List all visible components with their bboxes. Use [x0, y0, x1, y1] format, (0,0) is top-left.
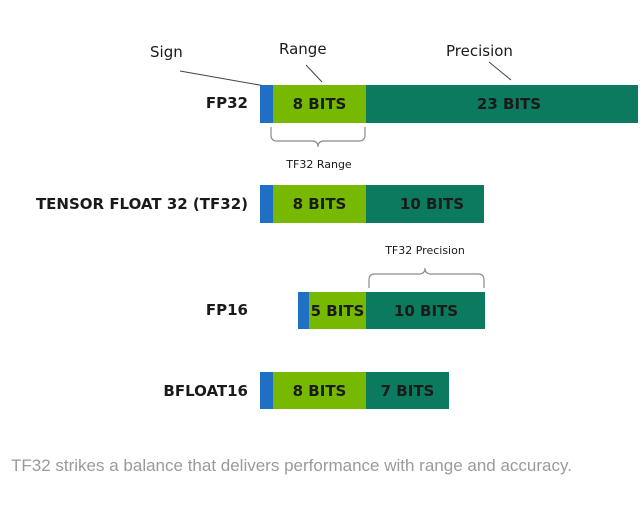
fp16-exponent-bits	[309, 292, 366, 329]
tf32-precision-label: TF32 Precision	[384, 244, 465, 257]
fp16-exponent-label: 5 BITS	[311, 302, 365, 320]
range-header: Range	[279, 40, 327, 58]
bfloat16-mantissa-label: 7 BITS	[381, 382, 435, 400]
fp16-mantissa-bits	[366, 292, 485, 329]
tf32-sign-bit	[260, 185, 273, 223]
fp32-exponent-label: 8 BITS	[293, 95, 347, 113]
bfloat16-mantissa-bits	[366, 372, 449, 409]
bfloat16-sign-bit	[260, 372, 273, 409]
precision-pointer-line	[488, 61, 512, 81]
precision-header: Precision	[446, 42, 513, 60]
tf32-range-label: TF32 Range	[285, 158, 352, 171]
format-label-bfloat16: BFLOAT16	[163, 382, 248, 400]
bfloat16-exponent-label: 8 BITS	[293, 382, 347, 400]
tf32-precision-bracket	[368, 267, 485, 288]
fp16-sign-bit	[298, 292, 309, 329]
tf32-range-bracket	[270, 127, 366, 148]
sign-pointer-line	[179, 70, 266, 87]
tf32-mantissa-label: 10 BITS	[400, 195, 464, 213]
bfloat16-exponent-bits	[273, 372, 366, 409]
tf32-exponent-label: 8 BITS	[293, 195, 347, 213]
fp16-mantissa-label: 10 BITS	[394, 302, 458, 320]
figure-caption: TF32 strikes a balance that delivers per…	[11, 456, 572, 475]
fp32-sign-bit	[260, 85, 273, 123]
fp32-mantissa-label: 23 BITS	[477, 95, 541, 113]
tf32-exponent-bits	[273, 185, 366, 223]
format-label-tf32: TENSOR FLOAT 32 (TF32)	[36, 195, 248, 213]
tf32-mantissa-bits	[366, 185, 484, 223]
sign-header: Sign	[150, 43, 183, 61]
fp32-exponent-bits	[273, 85, 366, 123]
fp32-mantissa-bits	[366, 85, 638, 123]
format-label-fp32: FP32	[206, 94, 248, 112]
range-pointer-line	[305, 64, 323, 83]
float-format-diagram: Sign Range Precision FP32 8 BITS 23 BITS…	[36, 40, 638, 409]
format-label-fp16: FP16	[206, 301, 248, 319]
